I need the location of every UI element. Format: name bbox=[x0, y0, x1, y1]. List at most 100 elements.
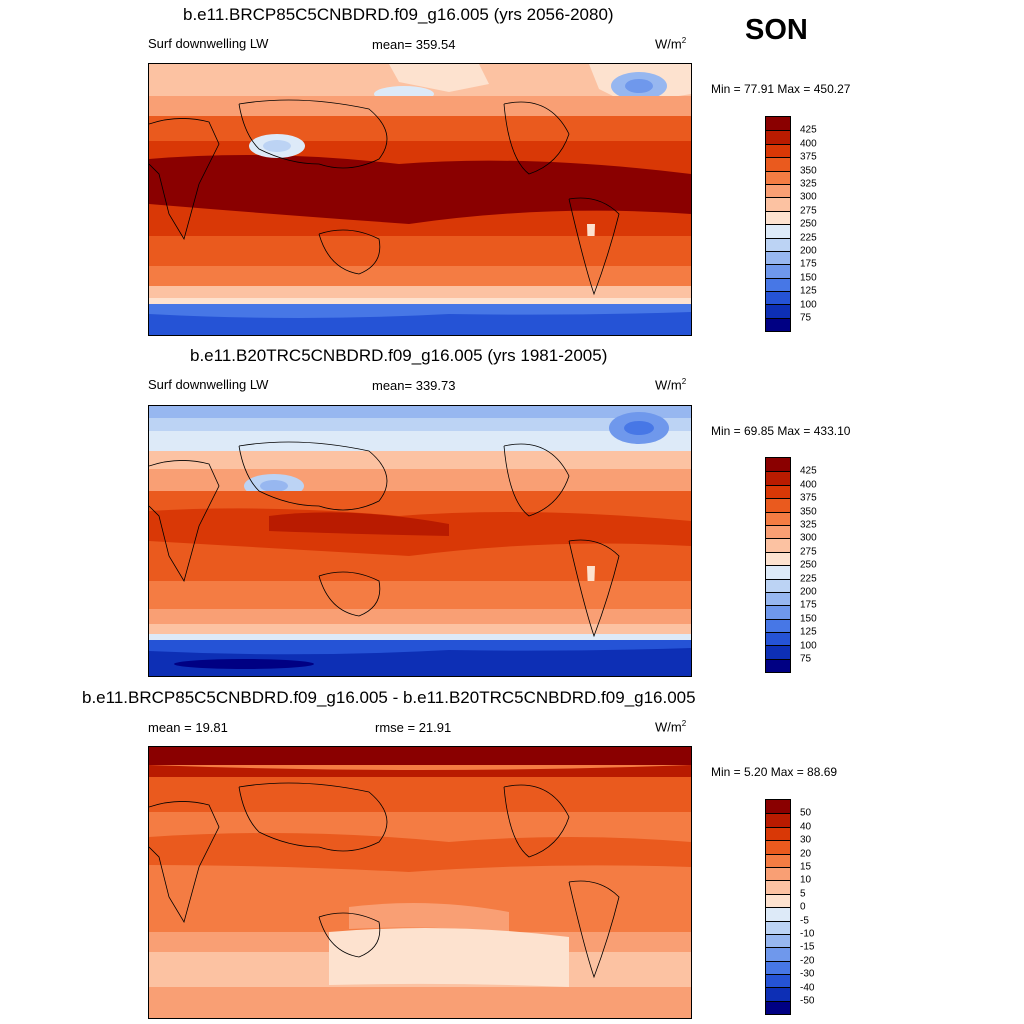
panel3-colorbar-label: -40 bbox=[800, 982, 815, 994]
panel1-colorbar-label: 75 bbox=[800, 312, 812, 324]
panel3-colorbar-label: 0 bbox=[800, 901, 806, 913]
panel2-colorbar-label: 400 bbox=[800, 479, 817, 491]
panel1-colorbar: 425 400 375 350 325 300 275 250 225 200 … bbox=[765, 116, 817, 333]
panel2-colorbar-swatch bbox=[766, 618, 790, 633]
panel3-colorbar-swatch bbox=[766, 826, 790, 841]
panel1-units: W/m2 bbox=[655, 36, 687, 52]
season-label: SON bbox=[745, 14, 808, 46]
panel2-colorbar-label: 425 bbox=[800, 465, 817, 477]
panel2-colorbar: 425 400 375 350 325 300 275 250 225 200 … bbox=[765, 457, 817, 674]
panel1-map bbox=[148, 63, 692, 336]
panel2-colorbar-label: 125 bbox=[800, 626, 817, 638]
panel1-colorbar-swatch bbox=[766, 183, 790, 198]
panel2-colorbar-label: 250 bbox=[800, 559, 817, 571]
panel1-colorbar-label: 275 bbox=[800, 205, 817, 217]
panel1-colorbar-swatch bbox=[766, 224, 790, 238]
panel3-colorbar-label: 40 bbox=[800, 821, 812, 833]
panel3-colorbar-swatch bbox=[766, 920, 790, 934]
panel2-mean: mean= 339.73 bbox=[372, 378, 456, 393]
panel3-colorbar-label: -10 bbox=[800, 928, 815, 940]
panel1-colorbar-swatch bbox=[766, 277, 790, 292]
panel3-colorbar-label: -20 bbox=[800, 955, 815, 967]
panel3-colorbar-swatch bbox=[766, 933, 790, 948]
panel3-colorbar-swatch bbox=[766, 1000, 790, 1015]
panel3-colorbar-label: 50 bbox=[800, 807, 812, 819]
panel2-colorbar-label: 175 bbox=[800, 599, 817, 611]
panel3-colorbar-swatch bbox=[766, 880, 790, 894]
panel2-variable-label: Surf downwelling LW bbox=[148, 377, 269, 392]
panel1-colorbar-swatch bbox=[766, 317, 790, 332]
panel1-colorbar-swatch bbox=[766, 304, 790, 318]
panel2-colorbar-label: 100 bbox=[800, 640, 817, 652]
panel2-colorbar-swatch bbox=[766, 498, 790, 512]
panel2-colorbar-swatch bbox=[766, 578, 790, 592]
panel1-colorbar-label: 350 bbox=[800, 165, 817, 177]
panel3-colorbar-swatch bbox=[766, 947, 790, 961]
panel1-colorbar-swatch bbox=[766, 130, 790, 144]
panel3-units: W/m2 bbox=[655, 719, 687, 735]
panel1-colorbar-label: 225 bbox=[800, 232, 817, 244]
panel2-colorbar-label: 225 bbox=[800, 573, 817, 585]
panel2-colorbar-swatch bbox=[766, 658, 790, 673]
panel1-colorbar-swatch bbox=[766, 143, 790, 158]
panel1-colorbar-label: 125 bbox=[800, 285, 817, 297]
panel3-colorbar-swatch bbox=[766, 960, 790, 975]
panel1-mean: mean= 359.54 bbox=[372, 37, 456, 52]
panel2-colorbar-label: 75 bbox=[800, 653, 812, 665]
panel3-colorbar-label: -50 bbox=[800, 995, 815, 1007]
panel2-colorbar-swatch bbox=[766, 551, 790, 566]
panel1-colorbar-label: 250 bbox=[800, 218, 817, 230]
panel3-colorbar-label: 20 bbox=[800, 848, 812, 860]
panel1-colorbar-swatch bbox=[766, 210, 790, 225]
panel3-colorbar-swatch bbox=[766, 853, 790, 867]
panel1-colorbar-swatch bbox=[766, 197, 790, 211]
panel1-colorbar-swatch bbox=[766, 237, 790, 251]
panel3-colorbar: 50 40 30 20 15 10 5 0 -5 -10 -15 -20 -30… bbox=[765, 799, 814, 1016]
panel2-colorbar-swatch bbox=[766, 538, 790, 552]
panel3-colorbar-label: -30 bbox=[800, 968, 815, 980]
panel1-title: b.e11.BRCP85C5CNBDRD.f09_g16.005 (yrs 20… bbox=[183, 5, 614, 24]
panel1-colorbar-label: 150 bbox=[800, 272, 817, 284]
panel3-colorbar-swatch bbox=[766, 866, 790, 881]
panel1-colorbar-swatch bbox=[766, 250, 790, 265]
panel2-colorbar-swatch bbox=[766, 632, 790, 646]
panel3-colorbar-label: -5 bbox=[800, 915, 809, 927]
panel2-colorbar-swatch bbox=[766, 565, 790, 579]
panel2-title: b.e11.B20TRC5CNBDRD.f09_g16.005 (yrs 198… bbox=[190, 346, 608, 365]
panel2-colorbar-label: 325 bbox=[800, 519, 817, 531]
panel1-colorbar-label: 175 bbox=[800, 258, 817, 270]
panel1-colorbar-label: 200 bbox=[800, 245, 817, 257]
panel2-colorbar-label: 375 bbox=[800, 492, 817, 504]
panel3-minmax: Min = 5.20 Max = 88.69 bbox=[711, 765, 838, 779]
panel3-colorbar-swatch bbox=[766, 800, 790, 814]
panel3-colorbar-label: 30 bbox=[800, 834, 812, 846]
panel3-colorbar-swatch bbox=[766, 974, 790, 988]
panel1-colorbar-label: 400 bbox=[800, 138, 817, 150]
panel1-colorbar-label: 375 bbox=[800, 151, 817, 163]
panel3-colorbar-swatch bbox=[766, 813, 790, 827]
panel2-colorbar-label: 300 bbox=[800, 532, 817, 544]
panel2-colorbar-swatch bbox=[766, 605, 790, 619]
panel2-colorbar-swatch bbox=[766, 645, 790, 659]
panel2-map bbox=[148, 405, 692, 677]
panel3-map bbox=[148, 746, 692, 1019]
panel3-title: b.e11.BRCP85C5CNBDRD.f09_g16.005 - b.e11… bbox=[82, 688, 696, 707]
panel1-colorbar-label: 325 bbox=[800, 178, 817, 190]
panel3-colorbar-swatch bbox=[766, 987, 790, 1001]
panel2-minmax: Min = 69.85 Max = 433.10 bbox=[711, 424, 851, 438]
panel1-variable-label: Surf downwelling LW bbox=[148, 36, 269, 51]
panel3-colorbar-label: 10 bbox=[800, 874, 812, 886]
panel2-colorbar-swatch bbox=[766, 458, 790, 472]
panel1-colorbar-label: 100 bbox=[800, 299, 817, 311]
panel2-colorbar-label: 350 bbox=[800, 506, 817, 518]
panel2-colorbar-swatch bbox=[766, 591, 790, 606]
panel1-colorbar-swatch bbox=[766, 264, 790, 278]
panel3-colorbar-label: 5 bbox=[800, 888, 806, 900]
panel2-colorbar-swatch bbox=[766, 484, 790, 499]
panel2-colorbar-label: 150 bbox=[800, 613, 817, 625]
panel2-colorbar-label: 200 bbox=[800, 586, 817, 598]
panel1-colorbar-label: 300 bbox=[800, 191, 817, 203]
panel2-colorbar-swatch bbox=[766, 511, 790, 525]
panel3-mean: mean = 19.81 bbox=[148, 720, 228, 735]
panel1-colorbar-swatch bbox=[766, 170, 790, 184]
